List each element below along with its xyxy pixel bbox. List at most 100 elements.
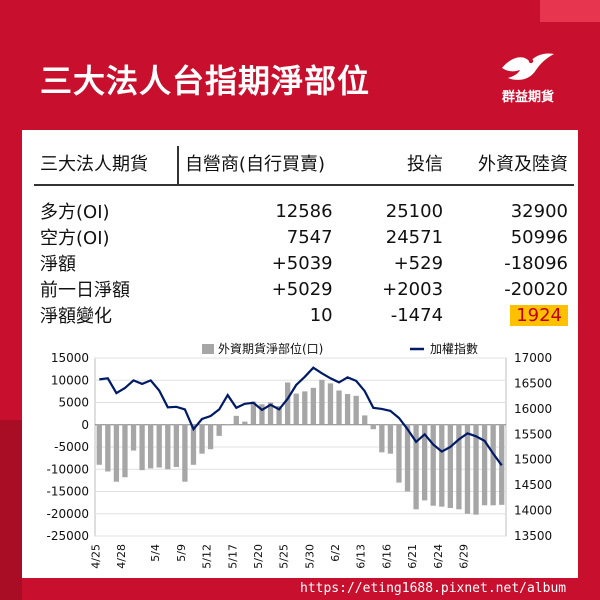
cell-dealer: +5029 [271, 278, 333, 300]
bar [422, 424, 428, 501]
highlight-badge: 1924 [510, 304, 568, 326]
y-right-tick-label: 15500 [514, 427, 552, 441]
legend-bar-swatch [202, 344, 214, 354]
bar [319, 379, 325, 425]
bar [156, 424, 162, 468]
brand-logo: 群益期貨 [488, 50, 568, 110]
table-header-row: 三大法人期貨 自營商(自行買賣) 投信 外資及陸資 [34, 146, 574, 186]
y-right-tick-label: 13500 [514, 529, 552, 543]
table-row: 淨額 +5039 +529 -18096 [34, 250, 574, 276]
bar [447, 424, 453, 508]
bar [190, 424, 197, 465]
cell-dealer: 7547 [286, 226, 333, 248]
x-tick-label: 5/4 [149, 544, 162, 562]
bar [173, 424, 179, 468]
y-left-tick-label: -25000 [46, 529, 89, 543]
x-tick-label: 5/30 [303, 544, 316, 569]
cell-dealer: +5039 [271, 252, 333, 274]
footer-url: https://eting1688.pixnet.net/album [300, 581, 567, 596]
x-tick-label: 6/21 [406, 544, 419, 569]
y-right-tick-label: 14500 [514, 478, 552, 492]
bar [379, 424, 385, 453]
y-left-tick-label: 15000 [51, 351, 89, 365]
bar [139, 424, 145, 471]
decorative-stripe-left [0, 420, 22, 600]
bar [148, 424, 154, 469]
bar [302, 391, 308, 425]
bar [387, 424, 394, 454]
y-left-tick-label: -20000 [46, 507, 89, 521]
cell-dealer: 12586 [275, 200, 333, 222]
cell-foreign: -20020 [504, 278, 568, 300]
bar [353, 395, 359, 425]
y-left-tick-label: 5000 [58, 396, 89, 410]
table-row: 前一日淨額 +5029 +2003 -20020 [34, 276, 574, 302]
table-row: 空方(OI) 7547 24571 50996 [34, 224, 574, 250]
bar [96, 424, 102, 465]
row-label: 淨額 [40, 254, 76, 275]
brand-name: 群益期貨 [501, 90, 554, 105]
x-tick-label: 6/29 [457, 544, 470, 569]
x-tick-label: 5/12 [201, 544, 214, 569]
bar [439, 424, 445, 507]
y-left-tick-label: 0 [81, 418, 89, 432]
bar [481, 424, 488, 506]
bar [199, 424, 205, 454]
institutional-summary-table: 三大法人期貨 自營商(自行買賣) 投信 外資及陸資 多方(OI) 12586 2… [34, 146, 574, 328]
cell-investment-trust: +2003 [382, 278, 444, 300]
bar [362, 415, 368, 425]
legend-line-label: 加權指數 [430, 341, 478, 356]
bar [430, 424, 436, 506]
x-tick-label: 5/9 [175, 544, 188, 562]
bar [464, 424, 471, 514]
y-right-tick-label: 16000 [514, 402, 552, 416]
bar [130, 424, 137, 451]
y-left-tick-label: -15000 [46, 485, 89, 499]
bar [310, 387, 316, 425]
table-row: 多方(OI) 12586 25100 32900 [34, 198, 574, 224]
y-left-tick-label: 10000 [51, 373, 89, 387]
bar [225, 424, 231, 426]
x-tick-label: 5/17 [226, 544, 239, 569]
y-right-tick-label: 14000 [514, 504, 552, 518]
page-title: 三大法人台指期淨部位 [40, 62, 371, 100]
x-tick-label: 6/16 [380, 544, 393, 569]
bar [327, 383, 334, 425]
y-right-tick-label: 15000 [514, 453, 552, 467]
x-tick-label: 6/24 [432, 544, 445, 569]
row-label: 淨額變化 [40, 306, 112, 327]
x-tick-label: 6/2 [329, 544, 342, 562]
col-header-foreign: 外資及陸資 [449, 146, 574, 186]
col-header-dealer: 自營商(自行買賣) [176, 146, 339, 186]
cell-foreign: -18096 [504, 252, 568, 274]
decorative-stripe-right [540, 0, 600, 22]
cell-foreign: 1924 [449, 302, 574, 328]
y-right-tick-label: 17000 [514, 351, 552, 365]
col-header-investment-trust: 投信 [338, 146, 450, 186]
y-left-tick-label: -10000 [46, 462, 89, 476]
bar [182, 424, 188, 482]
row-label: 多方(OI) [40, 202, 110, 223]
cell-investment-trust: -1474 [390, 304, 444, 326]
y-left-tick-label: -5000 [54, 440, 89, 454]
col-header-category: 三大法人期貨 [34, 146, 178, 186]
bar [122, 424, 128, 478]
bar [233, 415, 239, 425]
header-background [0, 0, 600, 130]
cell-dealer: 10 [309, 304, 333, 326]
bar [216, 424, 222, 436]
bar [490, 424, 496, 506]
bar [473, 424, 479, 515]
x-tick-label: 5/25 [278, 544, 291, 569]
cell-foreign: 50996 [510, 226, 568, 248]
bar [370, 424, 376, 430]
bar [250, 401, 257, 425]
bar [456, 424, 462, 510]
row-label: 空方(OI) [40, 228, 110, 249]
bar [293, 393, 299, 425]
cell-investment-trust: +529 [393, 252, 444, 274]
x-tick-label: 5/20 [252, 544, 265, 569]
cell-investment-trust: 25100 [385, 200, 444, 222]
table-row: 淨額變化 10 -1474 1924 [34, 302, 574, 328]
eagle-logo-icon [502, 53, 554, 80]
